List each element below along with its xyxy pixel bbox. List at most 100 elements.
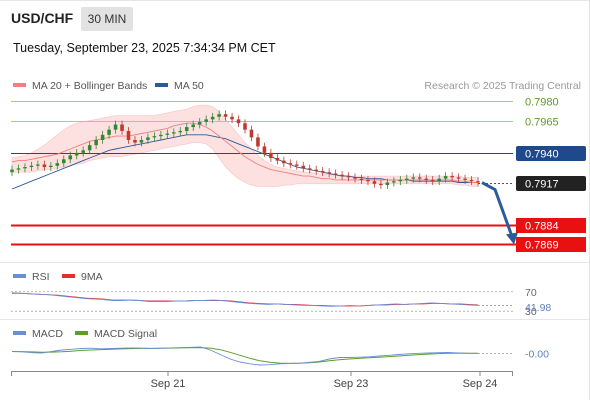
- candle-body: [469, 179, 474, 182]
- bollinger-band-fill: [11, 104, 479, 187]
- candle-body: [372, 181, 377, 184]
- credit-label: Research © 2025 Trading Central: [424, 80, 581, 92]
- candle-body: [210, 116, 215, 120]
- candle-body: [430, 179, 435, 182]
- candle-body: [314, 169, 318, 171]
- candle-body: [68, 155, 73, 160]
- candle-body: [139, 139, 144, 143]
- macd-panel: -0.00: [11, 346, 549, 366]
- candle-body: [49, 165, 53, 168]
- candle-body: [133, 139, 137, 143]
- candle-body: [294, 164, 299, 166]
- candle-body: [353, 177, 357, 179]
- candle-body: [165, 133, 170, 135]
- datetime-label: Tuesday, September 23, 2025 7:34:34 PM C…: [13, 41, 276, 55]
- level-0-7869-label: 0.7869: [525, 240, 559, 252]
- candle-body: [94, 139, 98, 146]
- legend-macd-signal-swatch: [75, 331, 88, 336]
- timeframe-button[interactable]: 30 MIN: [81, 7, 133, 31]
- level-0-7884-label: 0.7884: [525, 221, 559, 233]
- legend-ma20-swatch: [13, 83, 26, 88]
- candle-body: [29, 165, 34, 168]
- candle-body: [204, 119, 208, 122]
- legend-macd-signal-label: MACD Signal: [94, 328, 158, 340]
- level-0-7869-tag: [516, 237, 586, 252]
- candle-body: [23, 167, 27, 169]
- candle-body: [230, 116, 234, 120]
- legend-macd-signal: MACD Signal: [75, 328, 157, 340]
- candle-body: [55, 163, 60, 166]
- candle-body: [417, 177, 422, 179]
- candle-body: [191, 124, 196, 128]
- candle-body: [275, 158, 280, 161]
- x-tick-label: Sep 24: [463, 378, 498, 390]
- x-tick-label: Sep 21: [151, 378, 186, 390]
- legend-rsi-ma-swatch: [62, 274, 75, 279]
- candle-body: [81, 150, 85, 153]
- candle-body: [340, 174, 344, 177]
- candle-body: [307, 168, 312, 170]
- candle-body: [152, 136, 157, 138]
- candle-body: [61, 159, 66, 164]
- candle-body: [249, 129, 254, 138]
- legend-macd: MACD: [13, 328, 63, 340]
- bollinger-bands: [11, 104, 479, 187]
- candle-body: [424, 178, 429, 180]
- candle-body: [113, 124, 118, 130]
- candle-body: [392, 181, 396, 183]
- candle-body: [385, 182, 390, 186]
- candle-body: [184, 127, 189, 131]
- legend-macd-swatch: [13, 331, 26, 336]
- level-0-7884-tag: [516, 218, 586, 233]
- candle-body: [437, 178, 441, 182]
- level-0-7917-tag: [516, 176, 586, 191]
- candle-body: [107, 129, 111, 135]
- candle-body: [172, 132, 176, 134]
- legend-ma50-swatch: [155, 83, 168, 88]
- candle-body: [100, 134, 105, 140]
- candle-body: [333, 173, 338, 175]
- x-tick-label: Sep 23: [334, 378, 369, 390]
- symbol-title: USD/CHF: [11, 10, 74, 26]
- candle-body: [36, 164, 40, 166]
- price-levels: 0.7980 0.7965 0.7940 0.7917 0.7884 0.7869: [11, 97, 586, 252]
- candle-body: [243, 123, 247, 130]
- macd-signal-line: [11, 347, 478, 364]
- candle-body: [178, 130, 183, 133]
- candle-body: [126, 130, 131, 140]
- legend-ma20: MA 20 + Bollinger Bands: [13, 80, 147, 92]
- candle-body: [87, 145, 92, 151]
- level-0-7965-label: 0.7965: [525, 117, 559, 129]
- legend-rsi-swatch: [13, 274, 26, 279]
- candle-body: [269, 152, 273, 159]
- forecast-arrow: [481, 181, 518, 245]
- candle-body: [74, 152, 79, 156]
- candle-body: [320, 170, 325, 173]
- candle-body: [359, 178, 364, 180]
- legend-ma20-label: MA 20 + Bollinger Bands: [32, 80, 148, 92]
- legend-rsi-ma: 9MA: [62, 271, 103, 283]
- candle-body: [405, 178, 409, 180]
- candle-body: [146, 137, 150, 140]
- candle-body: [366, 179, 370, 182]
- level-0-7917-label: 0.7917: [525, 179, 559, 191]
- legend-macd-label: MACD: [32, 328, 63, 340]
- candle-body: [42, 164, 47, 168]
- candle-body: [463, 178, 467, 180]
- level-0-7980-label: 0.7980: [525, 97, 559, 109]
- candle-body: [16, 168, 21, 170]
- candle-body: [282, 160, 286, 164]
- candle-body: [256, 137, 260, 147]
- candle-body: [476, 181, 480, 183]
- candle-body: [327, 172, 331, 174]
- x-axis: Sep 21 Sep 23 Sep 24: [11, 371, 513, 390]
- candle-body: [236, 119, 241, 124]
- candle-body: [197, 121, 202, 125]
- level-0-7940-tag: [516, 146, 586, 161]
- candle-body: [159, 134, 163, 137]
- candle-body: [10, 169, 14, 173]
- legend-rsi-label: RSI: [32, 271, 50, 283]
- rsi-last-value: 41.98: [525, 302, 551, 314]
